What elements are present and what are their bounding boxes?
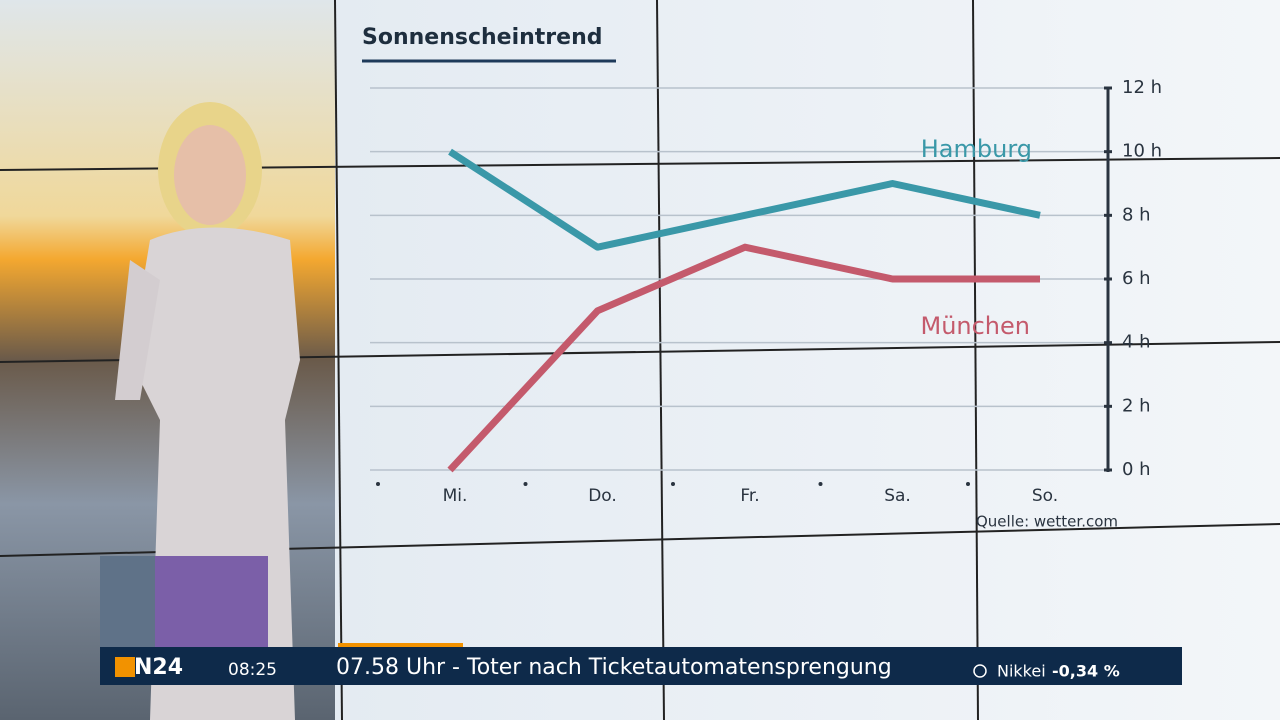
- x-dot: [376, 482, 380, 486]
- inset-image-left: [100, 556, 155, 647]
- logo-square: [115, 657, 135, 677]
- progress-bar: [338, 643, 463, 647]
- headline-clip: 07.58 Uhr - Toter nach Ticketautomatensp…: [336, 655, 892, 680]
- chart-panel: [335, 0, 1280, 720]
- x-dot: [818, 482, 823, 486]
- series-line: [447, 243, 1040, 473]
- source-note: Quelle: wetter.com: [976, 513, 1118, 531]
- series-line: [448, 148, 1041, 251]
- y-tick-label: 8 h: [1122, 204, 1151, 225]
- market-icon: [973, 664, 987, 678]
- x-tick-label: Sa.: [884, 486, 911, 506]
- legend-label: München: [920, 312, 1030, 340]
- chart-title: Sonnenscheintrend: [362, 25, 603, 50]
- market-change: -0,34 %: [1052, 662, 1120, 681]
- x-dot: [671, 482, 675, 486]
- headline: 07.58 Uhr - Toter nach Ticketautomatensp…: [336, 655, 892, 680]
- x-tick-label: Fr.: [740, 486, 759, 506]
- legend-label: Hamburg: [921, 135, 1032, 163]
- y-tick-label: 12 h: [1122, 77, 1162, 98]
- y-tick-label: 10 h: [1122, 141, 1162, 162]
- y-tick-label: 6 h: [1122, 268, 1151, 289]
- market-name: Nikkei: [997, 662, 1046, 681]
- y-tick-label: 2 h: [1122, 395, 1151, 416]
- x-tick-label: So.: [1032, 486, 1058, 506]
- clock: 08:25: [228, 660, 277, 680]
- y-tick-label: 0 h: [1122, 459, 1151, 480]
- x-dot: [966, 482, 970, 486]
- channel-logo: N24: [134, 655, 183, 680]
- x-tick-label: Mi.: [443, 486, 468, 506]
- x-tick-label: Do.: [588, 486, 617, 506]
- ticker-bar: [100, 647, 1182, 685]
- y-tick-label: 4 h: [1122, 332, 1151, 353]
- x-dot: [523, 482, 528, 486]
